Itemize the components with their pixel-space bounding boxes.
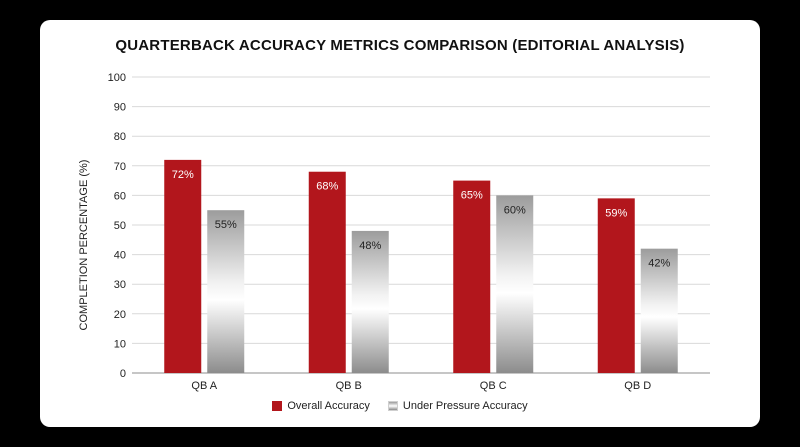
bar-pressure [351, 230, 389, 373]
data-label-pressure: 60% [504, 204, 526, 216]
y-tick-label: 70 [114, 161, 126, 173]
chart-title: QUARTERBACK ACCURACY METRICS COMPARISON … [115, 37, 685, 54]
legend-swatch-overall [272, 401, 283, 411]
bars [164, 159, 678, 373]
y-tick-label: 40 [114, 250, 126, 262]
bar-overall [597, 198, 635, 373]
chart-card: QUARTERBACK ACCURACY METRICS COMPARISON … [40, 20, 760, 427]
bar-overall [453, 180, 491, 373]
x-category-label: QB C [480, 380, 507, 392]
legend: Overall Accuracy Under Pressure Accuracy [40, 400, 760, 412]
x-category-label: QB D [624, 380, 651, 392]
y-axis-title: COMPLETION PERCENTAGE (%) [78, 160, 90, 331]
legend-label-overall: Overall Accuracy [287, 400, 370, 412]
y-tick-label: 60 [114, 190, 126, 202]
bar-chart-plot: 0 10 20 30 40 50 60 70 80 90 100 72% 55% QB A 68% 48% Q… [78, 72, 710, 392]
y-tick-label: 30 [114, 279, 126, 291]
legend-item-overall: Overall Accuracy [272, 400, 370, 412]
y-tick-label: 0 [120, 368, 126, 380]
y-tick-label: 50 [114, 220, 126, 232]
data-label-pressure: 42% [648, 258, 670, 270]
bar-overall [164, 159, 202, 373]
y-tick-label: 100 [108, 72, 126, 84]
legend-swatch-pressure [387, 401, 398, 411]
data-label-overall: 68% [316, 181, 338, 193]
bar-pressure [207, 210, 245, 373]
data-label-pressure: 55% [215, 219, 237, 231]
bar-pressure [640, 248, 678, 373]
data-label-overall: 65% [461, 190, 483, 202]
y-tick-label: 20 [114, 309, 126, 321]
bar-pressure [496, 195, 534, 373]
legend-label-pressure: Under Pressure Accuracy [402, 400, 528, 412]
y-tick-label: 90 [114, 102, 126, 114]
y-tick-label: 10 [114, 338, 126, 350]
x-category-label: QB B [336, 380, 362, 392]
data-label-overall: 72% [172, 169, 194, 181]
data-label-pressure: 48% [359, 240, 381, 252]
y-axis: 0 10 20 30 40 50 60 70 80 90 100 [108, 72, 126, 380]
y-tick-label: 80 [114, 131, 126, 143]
data-label-overall: 59% [605, 207, 627, 219]
legend-item-pressure: Under Pressure Accuracy [387, 400, 528, 412]
bar-overall [308, 171, 346, 373]
x-category-label: QB A [191, 380, 217, 392]
labels: 72% 55% QB A 68% 48% QB B 65% 60% QB C 59% 42% QB D [172, 169, 671, 392]
